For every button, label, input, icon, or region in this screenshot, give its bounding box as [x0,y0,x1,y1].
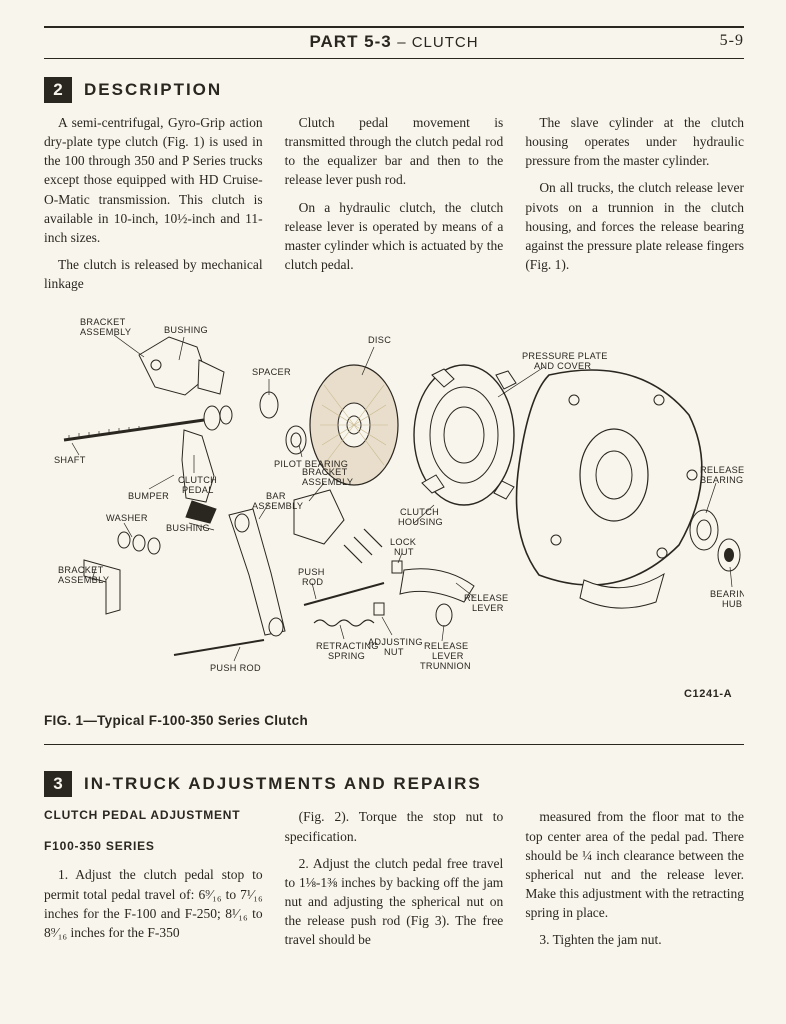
clutch-housing-shape [517,370,702,608]
section-2-heading: 2 DESCRIPTION [44,77,744,103]
section-3-heading: 3 IN-TRUCK ADJUSTMENTS AND REPAIRS [44,771,744,797]
fig-caption-rest: —Typical F-100-350 Series Clutch [83,713,308,728]
section-3-body: CLUTCH PEDAL ADJUSTMENT F100-350 SERIES … [44,807,744,955]
label-bushing-mid: BUSHING [166,523,210,533]
label-bracket-assembly-left: BRACKETASSEMBLY [58,565,109,585]
label-release-bearing: RELEASEBEARING [700,465,744,485]
fig-caption-bold: FIG. 1 [44,713,83,728]
bracket-group [139,337,224,395]
figure-1-caption: FIG. 1—Typical F-100-350 Series Clutch [44,713,744,728]
label-washer: WASHER [106,513,148,523]
para: 2. Adjust the clutch pedal free travel t… [285,854,504,950]
label-shaft: SHAFT [54,455,86,465]
label-bar-assembly: BARASSEMBLY [252,491,303,511]
shaft-group [64,406,232,440]
subhead-series: F100-350 SERIES [44,838,263,855]
label-bearing-hub: BEARINGHUB [710,589,744,609]
manual-page: PART 5-3 – CLUTCH 5-9 2 DESCRIPTION A se… [0,0,786,975]
label-disc: DISC [368,335,391,345]
clutch-exploded-diagram: BRACKETASSEMBLY BUSHING SPACER DISC PRES… [44,305,744,705]
label-pressure-plate: PRESSURE PLATEAND COVER [522,351,608,371]
para: The slave cylinder at the clutch housing… [525,113,744,170]
para: On a hydraulic clutch, the clutch releas… [285,198,504,275]
label-push-rod: PUSHROD [298,567,325,587]
label-clutch-housing: CLUTCHHOUSING [398,507,443,527]
pressure-plate-shape [414,365,516,505]
section-2-number-box: 2 [44,77,72,103]
section-2-title: DESCRIPTION [84,80,222,100]
section-3-title: IN-TRUCK ADJUSTMENTS AND REPAIRS [84,774,482,794]
subhead-clutch-pedal: CLUTCH PEDAL ADJUSTMENT [44,807,263,824]
para: The clutch is released by mechanical lin… [44,255,263,293]
label-bracket-assembly-mid: BRACKETASSEMBLY [302,467,353,487]
label-release-lever-trunnion: RELEASELEVERTRUNNION [420,641,471,671]
header-underline [44,58,744,59]
para: measured from the floor mat to the top c… [525,807,744,922]
page-header: PART 5-3 – CLUTCH 5-9 [44,28,744,58]
label-spacer: SPACER [252,367,291,377]
figure-1: BRACKETASSEMBLY BUSHING SPACER DISC PRES… [44,305,744,705]
label-release-lever: RELEASELEVER [464,593,509,613]
label-lock-nut: LOCKNUT [390,537,417,557]
para: Clutch pedal movement is transmitted thr… [285,113,504,190]
para: On all trucks, the clutch release lever … [525,178,744,274]
page-number: 5-9 [720,32,744,50]
label-bracket-assembly: BRACKETASSEMBLY [80,317,131,337]
header-subject: – CLUTCH [397,34,478,51]
para: A semi-centrifugal, Gyro-Grip action dry… [44,113,263,247]
header-part: PART 5-3 [309,32,391,51]
para: (Fig. 2). Torque the stop nut to specifi… [285,807,504,845]
release-bearing-shape [690,510,740,571]
section-divider [44,744,744,745]
section-3-number-box: 3 [44,771,72,797]
figure-drawing-id: C1241-A [684,688,732,700]
section-2-body: A semi-centrifugal, Gyro-Grip action dry… [44,113,744,293]
label-push-rod-lower: PUSH ROD [210,663,261,673]
para: 1. Adjust the clutch pedal stop to permi… [44,865,263,942]
spacer-shape [260,392,278,418]
label-bumper: BUMPER [128,491,169,501]
para: 3. Tighten the jam nut. [525,930,744,949]
label-clutch-pedal: CLUTCHPEDAL [178,475,217,495]
label-bushing: BUSHING [164,325,208,335]
